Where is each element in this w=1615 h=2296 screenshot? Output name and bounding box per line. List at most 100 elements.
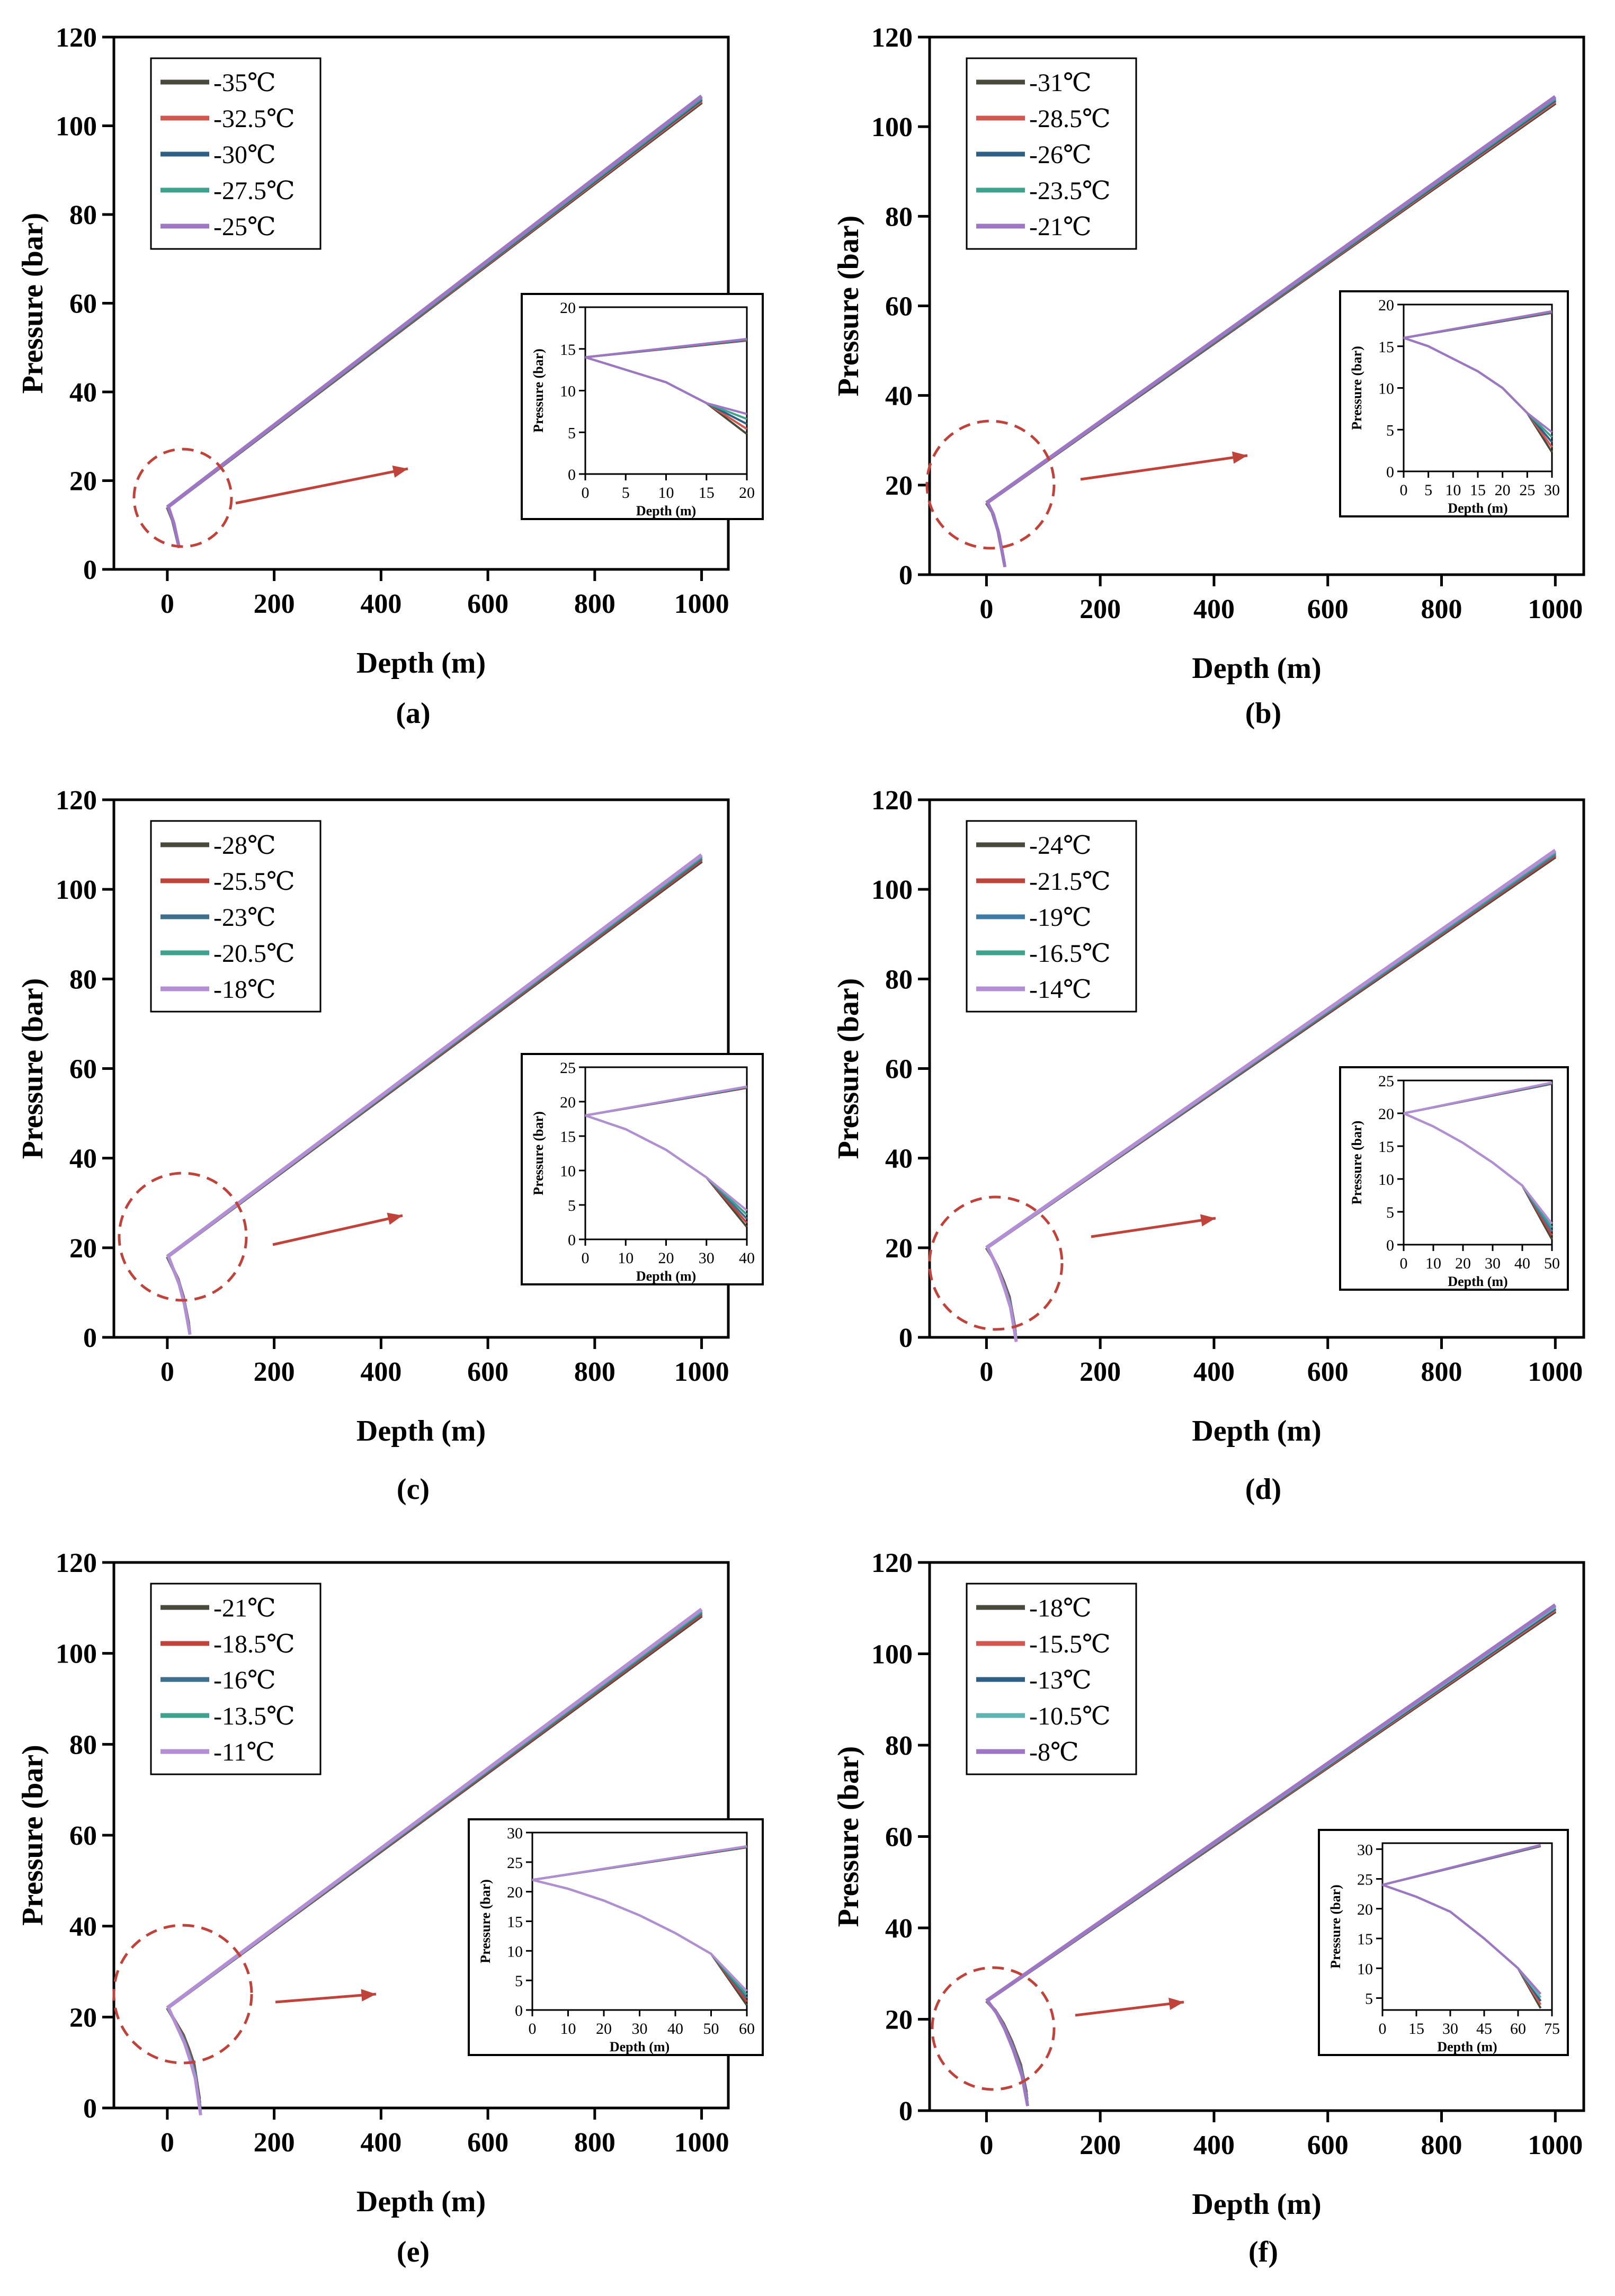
series-branch bbox=[166, 2007, 202, 2112]
inset-x-tick-label: 20 bbox=[658, 1249, 674, 1267]
y-tick-label: 0 bbox=[899, 560, 913, 591]
legend-label: -13.5℃ bbox=[213, 1702, 295, 1730]
inset-y-tick-label: 10 bbox=[507, 1943, 523, 1960]
inset-y-tick-label: 10 bbox=[1378, 380, 1394, 398]
y-tick-label: 100 bbox=[871, 875, 913, 905]
inset-y-tick-label: 25 bbox=[1378, 1073, 1394, 1090]
legend-label: -13℃ bbox=[1029, 1666, 1092, 1694]
legend-label: -30℃ bbox=[213, 141, 276, 169]
panel-label: (e) bbox=[397, 2236, 430, 2268]
inset-y-axis-label: Pressure (bar) bbox=[1328, 1884, 1343, 1969]
inset-y-tick-label: 15 bbox=[1357, 1931, 1373, 1948]
y-tick-label: 60 bbox=[69, 1055, 97, 1085]
y-tick-label: 100 bbox=[56, 1639, 97, 1669]
y-tick-label: 40 bbox=[69, 378, 97, 408]
y-tick-label: 0 bbox=[83, 1323, 97, 1353]
inset-x-tick-label: 15 bbox=[1408, 2020, 1424, 2038]
x-tick-label: 0 bbox=[160, 1357, 174, 1387]
inset-x-tick-label: 0 bbox=[1400, 481, 1408, 499]
y-tick-label: 20 bbox=[885, 471, 913, 501]
y-tick-label: 120 bbox=[56, 785, 97, 816]
series-line bbox=[985, 95, 1557, 505]
zoom-arrow bbox=[1091, 1217, 1216, 1238]
inset-x-tick-label: 75 bbox=[1544, 2020, 1560, 2038]
inset-x-tick-label: 30 bbox=[1442, 2020, 1458, 2038]
inset-y-tick-label: 20 bbox=[560, 299, 576, 317]
inset-x-tick-label: 15 bbox=[699, 484, 715, 502]
inset-series-lower bbox=[585, 1114, 748, 1211]
x-axis-label: Depth (m) bbox=[1192, 1415, 1321, 1448]
y-axis-label: Pressure (bar) bbox=[16, 213, 49, 394]
legend-label: -28℃ bbox=[213, 832, 276, 860]
zoom-circle bbox=[925, 419, 1056, 550]
legend-label: -32.5℃ bbox=[213, 105, 295, 133]
legend-label: -10.5℃ bbox=[1029, 1702, 1111, 1730]
zoom-arrow bbox=[1075, 2000, 1184, 2017]
inset-y-tick-label: 5 bbox=[568, 424, 576, 442]
legend-label: -26℃ bbox=[1029, 141, 1092, 169]
inset-series-upper bbox=[1403, 1081, 1552, 1114]
inset-x-tick-label: 50 bbox=[703, 2020, 719, 2038]
y-tick-label: 0 bbox=[83, 2094, 97, 2124]
inset-y-axis-label: Pressure (bar) bbox=[478, 1879, 493, 1963]
x-tick-label: 400 bbox=[360, 589, 401, 619]
inset-y-tick-label: 10 bbox=[1378, 1171, 1394, 1189]
x-tick-label: 800 bbox=[1421, 1357, 1462, 1387]
inset-y-tick-label: 0 bbox=[1386, 1237, 1394, 1254]
series-branch bbox=[986, 1247, 1018, 1342]
zoom-circle bbox=[931, 1966, 1056, 2091]
inset-series-upper bbox=[1403, 310, 1552, 339]
legend-label: -15.5℃ bbox=[1029, 1630, 1111, 1658]
x-tick-label: 1000 bbox=[674, 589, 729, 619]
series-branch bbox=[986, 2000, 1029, 2100]
y-tick-label: 100 bbox=[871, 112, 913, 142]
zoom-arrow bbox=[272, 1214, 403, 1246]
y-tick-label: 80 bbox=[885, 1731, 913, 1761]
legend-label: -25.5℃ bbox=[213, 868, 295, 896]
inset-y-tick-label: 25 bbox=[507, 1854, 523, 1872]
legend-label: -14℃ bbox=[1029, 976, 1092, 1004]
legend-label: -31℃ bbox=[1029, 69, 1092, 97]
inset-frame bbox=[1339, 1066, 1569, 1291]
legend-label: -21.5℃ bbox=[1029, 868, 1111, 896]
legend-label: -8℃ bbox=[1029, 1738, 1079, 1766]
legend-label: -24℃ bbox=[1029, 832, 1092, 860]
inset-x-tick-label: 40 bbox=[739, 1249, 755, 1267]
inset-y-tick-label: 0 bbox=[568, 1231, 576, 1249]
inset-series-lower bbox=[585, 356, 747, 415]
x-axis-label: Depth (m) bbox=[356, 647, 486, 680]
panel-label: (a) bbox=[396, 697, 430, 730]
inset-series-lower bbox=[1382, 1883, 1542, 1995]
inset-series-lower bbox=[1403, 337, 1553, 433]
x-tick-label: 800 bbox=[1421, 2130, 1462, 2160]
zoom-arrow-head bbox=[387, 1212, 403, 1225]
legend-label: -18.5℃ bbox=[213, 1630, 295, 1658]
inset-x-tick-label: 15 bbox=[1470, 481, 1486, 499]
inset-x-tick-label: 20 bbox=[596, 2020, 612, 2038]
inset-x-tick-label: 20 bbox=[1455, 1255, 1471, 1272]
zoom-arrow bbox=[235, 467, 408, 505]
inset-y-tick-label: 5 bbox=[568, 1197, 576, 1214]
x-tick-label: 600 bbox=[1307, 2130, 1349, 2160]
series-branch bbox=[167, 1256, 192, 1335]
legend-label: -25℃ bbox=[213, 213, 276, 241]
inset-y-tick-label: 5 bbox=[1386, 1204, 1394, 1221]
x-tick-label: 200 bbox=[254, 589, 295, 619]
inset-y-tick-label: 20 bbox=[1378, 1105, 1394, 1123]
inset-x-axis-label: Depth (m) bbox=[1437, 2039, 1497, 2054]
inset-y-tick-label: 5 bbox=[515, 1972, 523, 1990]
legend-label: -20.5℃ bbox=[213, 940, 295, 968]
series-branch bbox=[167, 2007, 202, 2116]
inset-x-tick-label: 30 bbox=[1544, 481, 1560, 499]
x-tick-label: 400 bbox=[360, 2128, 401, 2158]
inset-x-tick-label: 60 bbox=[739, 2020, 755, 2038]
inset-y-tick-label: 10 bbox=[560, 1163, 576, 1180]
y-tick-label: 20 bbox=[69, 1234, 97, 1264]
inset-frame bbox=[1318, 1829, 1569, 2056]
y-tick-label: 80 bbox=[69, 964, 97, 995]
x-tick-label: 800 bbox=[574, 589, 615, 619]
inset-y-tick-label: 30 bbox=[1357, 1841, 1373, 1859]
x-tick-label: 800 bbox=[574, 1357, 615, 1387]
